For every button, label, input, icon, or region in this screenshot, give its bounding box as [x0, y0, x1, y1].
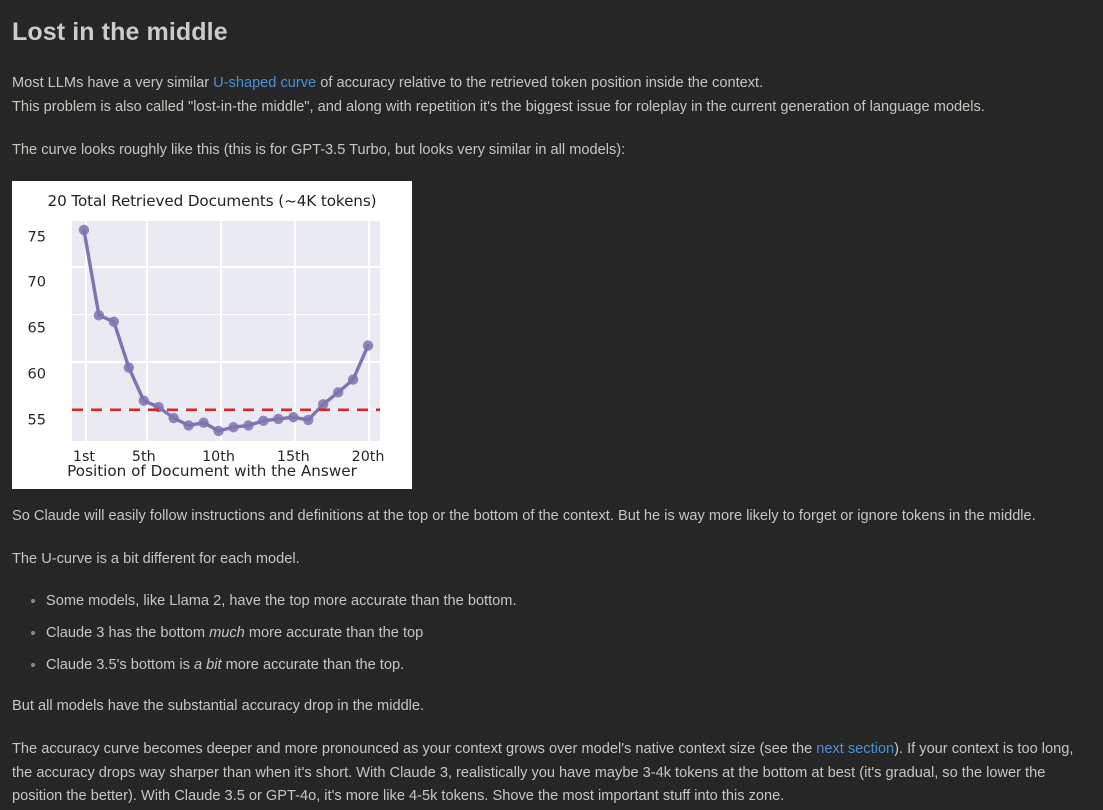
gridline-vertical [368, 219, 370, 442]
bullet-1-after: more accurate than the top [244, 625, 424, 642]
y-tick-label: 55 [27, 412, 46, 429]
body-text-3: But all models have the substantial accu… [12, 698, 425, 715]
data-point [228, 422, 239, 433]
body-text-4-before: The accuracy curve becomes deeper and mo… [12, 741, 817, 758]
gridline-vertical [220, 219, 222, 442]
data-point [243, 420, 254, 431]
chart-title: 20 Total Retrieved Documents (~4K tokens… [47, 192, 377, 211]
intro-paragraph: Most LLMs have a very similar U-shaped c… [12, 72, 1091, 119]
data-point [288, 412, 299, 423]
body-paragraph-4: The accuracy curve becomes deeper and mo… [12, 738, 1091, 809]
chart-plot-area [72, 219, 380, 442]
next-section-link[interactable]: next section [816, 741, 895, 758]
body-paragraph-1: So Claude will easily follow instruction… [12, 505, 1091, 529]
data-point [347, 374, 359, 385]
list-item: Claude 3.5's bottom is a bit more accura… [46, 654, 1091, 678]
intro-line-1-before: Most LLMs have a very similar [12, 75, 214, 92]
body-text-4-after: ). If your context is too long, the accu… [12, 741, 1074, 805]
bullet-2-em: a bit [194, 656, 222, 673]
gridline-horizontal [72, 219, 380, 221]
data-point [213, 425, 224, 437]
gridline-vertical [294, 219, 296, 442]
chart-x-axis-label: Position of Document with the Answer [67, 462, 357, 481]
body-paragraph-2: The U-curve is a bit different for each … [12, 548, 1091, 572]
body-text-1: So Claude will easily follow instruction… [12, 508, 1036, 525]
model-differences-list: Some models, like Llama 2, have the top … [12, 590, 1091, 677]
data-point [183, 420, 194, 431]
data-point [138, 395, 149, 407]
data-point [108, 316, 120, 328]
list-item: Some models, like Llama 2, have the top … [46, 590, 1091, 614]
data-point [168, 413, 179, 424]
x-tick-label: 20th [351, 449, 385, 466]
body-text-2: The U-curve is a bit different for each … [12, 550, 300, 567]
bullet-0-before: Some models, like Llama 2, have the top … [46, 593, 517, 610]
intro-line-2: This problem is also called "lost-in-the… [12, 98, 985, 115]
data-point [332, 387, 344, 398]
y-tick-label: 70 [27, 274, 46, 291]
chart-caption: The curve looks roughly like this (this … [12, 141, 626, 158]
x-tick-label: 15th [276, 449, 310, 466]
gridline-vertical [146, 219, 148, 442]
body-text-4: The accuracy curve becomes deeper and mo… [12, 738, 1091, 809]
bullet-2-after: more accurate than the top. [221, 656, 405, 673]
chart-caption-paragraph: The curve looks roughly like this (this … [12, 139, 1091, 163]
gridline-horizontal [72, 313, 380, 316]
gridline-horizontal [72, 266, 380, 268]
data-point [362, 340, 374, 351]
intro-line-1-after: of accuracy relative to the retrieved to… [316, 75, 764, 92]
list-item: Claude 3 has the bottom much more accura… [46, 622, 1091, 646]
x-tick-label: 10th [202, 449, 235, 466]
data-point [123, 362, 135, 373]
gridline-vertical [85, 219, 87, 442]
data-point [78, 224, 90, 236]
bullet-1-before: Claude 3 has the bottom [46, 625, 210, 642]
gridline-horizontal [72, 361, 380, 363]
chart-series-svg [72, 224, 380, 437]
body-paragraph-3: But all models have the substantial accu… [12, 695, 1091, 719]
data-point [303, 414, 314, 426]
data-point [198, 417, 209, 429]
data-point [273, 413, 284, 425]
intro-line-1: Most LLMs have a very similar U-shaped c… [12, 72, 1091, 96]
x-tick-label: 1st [72, 449, 96, 466]
y-tick-label: 75 [27, 229, 46, 246]
bullet-1-em: much [209, 625, 245, 642]
y-tick-label: 60 [27, 366, 46, 383]
data-point [93, 310, 105, 321]
y-tick-label: 65 [27, 320, 46, 337]
u-shaped-curve-link[interactable]: U-shaped curve [213, 75, 317, 92]
accuracy-chart: 20 Total Retrieved Documents (~4K tokens… [12, 181, 412, 490]
bullet-2-before: Claude 3.5's bottom is [46, 656, 194, 673]
data-point [317, 399, 329, 410]
page-title: Lost in the middle [12, 18, 228, 46]
data-point [258, 415, 269, 427]
x-tick-label: 5th [131, 449, 156, 466]
